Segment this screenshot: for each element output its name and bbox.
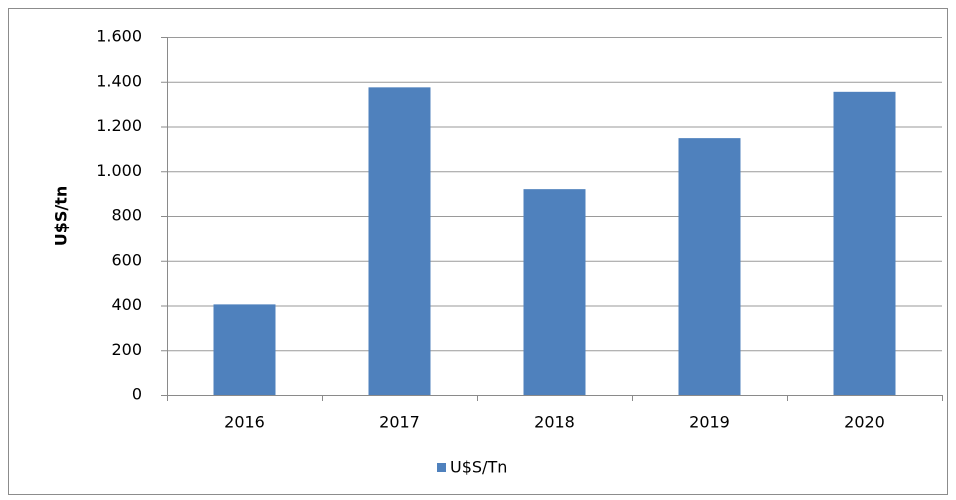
x-tick-label: 2018 bbox=[534, 413, 575, 432]
y-tick-label: 1.400 bbox=[96, 71, 142, 90]
y-tick-label: 400 bbox=[111, 295, 142, 314]
bar bbox=[523, 189, 586, 395]
chart-border bbox=[8, 8, 948, 495]
y-tick-label: 200 bbox=[111, 340, 142, 359]
bar bbox=[213, 304, 276, 395]
y-tick-label: 800 bbox=[111, 206, 142, 225]
y-tick-label: 600 bbox=[111, 250, 142, 269]
y-tick-label: 1.000 bbox=[96, 161, 142, 180]
legend-label: U$S/Tn bbox=[450, 458, 507, 477]
y-axis-label: U$S/tn bbox=[52, 186, 71, 247]
x-tick-label: 2019 bbox=[689, 413, 730, 432]
y-tick-label: 1.200 bbox=[96, 116, 142, 135]
legend-swatch bbox=[437, 463, 446, 472]
y-tick-label: 1.600 bbox=[96, 27, 142, 46]
x-tick-label: 2020 bbox=[844, 413, 885, 432]
x-tick-label: 2017 bbox=[379, 413, 420, 432]
bar bbox=[368, 87, 431, 395]
bar bbox=[833, 91, 896, 395]
bar bbox=[678, 138, 741, 395]
y-tick-label: 0 bbox=[132, 385, 142, 404]
x-tick-label: 2016 bbox=[224, 413, 265, 432]
